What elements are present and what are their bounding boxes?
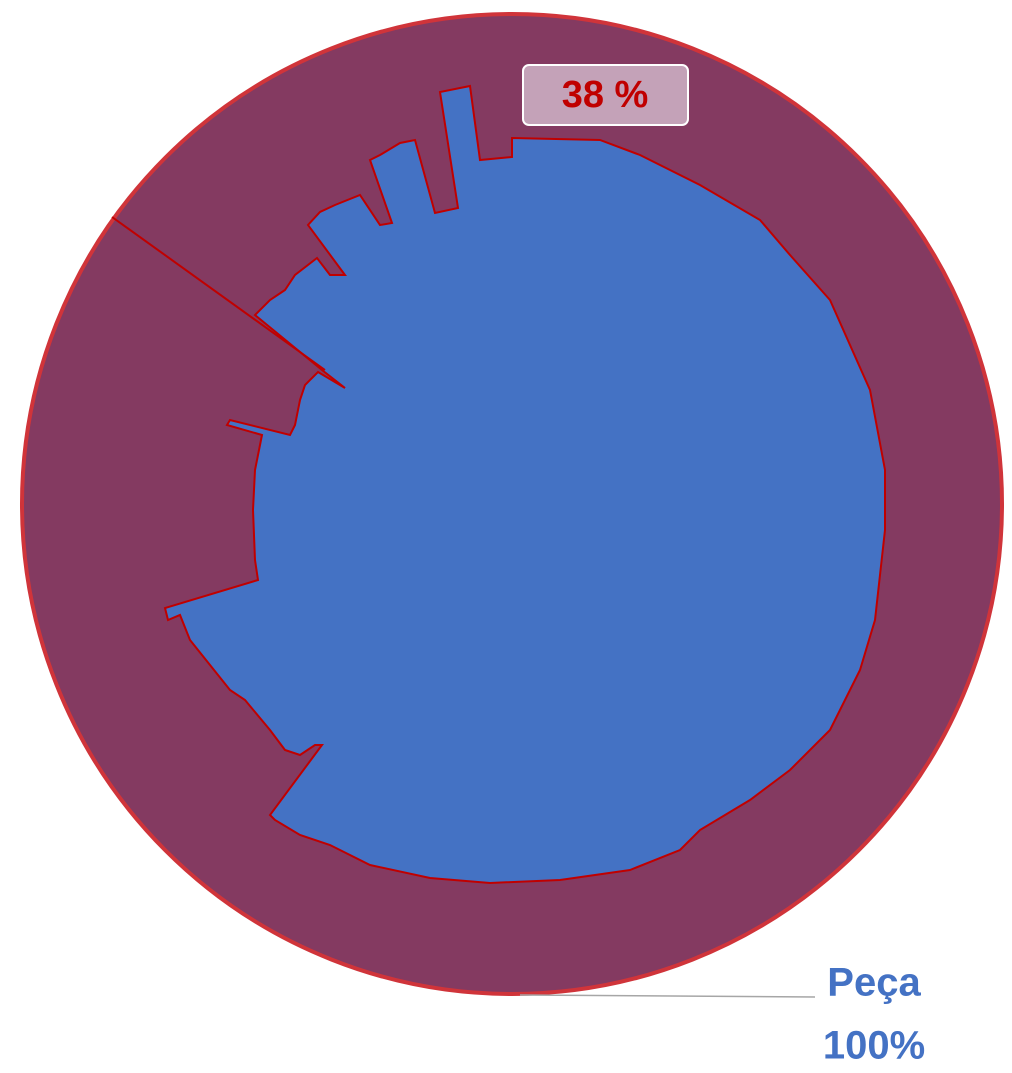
annotation-box <box>522 64 689 126</box>
value-label: 100% <box>823 1024 925 1068</box>
leader-line <box>519 994 816 998</box>
divider <box>111 216 326 371</box>
annotation: 38 % <box>562 74 649 116</box>
inner-shape <box>163 84 886 885</box>
category-label: Peça <box>827 961 921 1005</box>
